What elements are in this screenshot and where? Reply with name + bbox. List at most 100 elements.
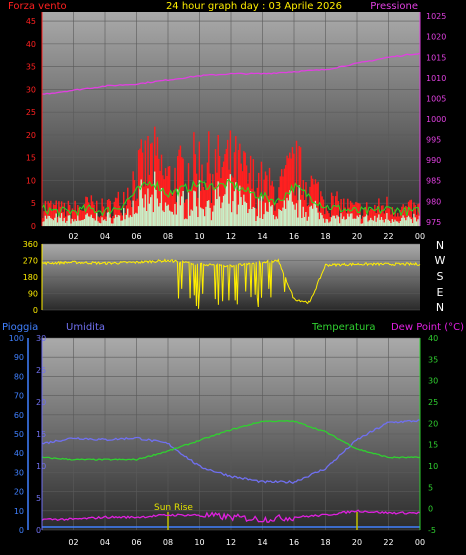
wind-bar-250 bbox=[379, 211, 381, 226]
calm-bar-120 bbox=[204, 216, 206, 226]
top-x-tick-3: 08 bbox=[163, 232, 173, 241]
wind-bar-272 bbox=[409, 200, 411, 226]
wind-bar-65 bbox=[129, 200, 132, 226]
calm-bar-118 bbox=[201, 208, 203, 226]
calm-bar-42 bbox=[98, 222, 101, 226]
top-x-tick-9: 20 bbox=[352, 232, 362, 241]
wind-bar-119 bbox=[202, 186, 205, 226]
calm-bar-255 bbox=[386, 213, 388, 226]
wind-bar-167 bbox=[267, 195, 269, 226]
wind-bar-176 bbox=[279, 176, 282, 226]
wind-bar-58 bbox=[120, 212, 122, 226]
calm-bar-102 bbox=[179, 205, 182, 226]
calm-bar-261 bbox=[394, 219, 396, 226]
calm-bar-44 bbox=[101, 217, 103, 226]
calm-bar-67 bbox=[132, 200, 134, 226]
top-x-tick-6: 14 bbox=[257, 232, 267, 241]
top-left-tick-4: 20 bbox=[26, 131, 36, 140]
calm-bar-229 bbox=[351, 213, 353, 226]
calm-bar-265 bbox=[399, 221, 402, 226]
direction-axes: 0 90 180 270 360 bbox=[23, 240, 43, 315]
calm-bar-211 bbox=[326, 219, 329, 226]
calm-bar-270 bbox=[406, 217, 408, 226]
wind-bar-71 bbox=[137, 150, 140, 226]
wind-bar-267 bbox=[402, 204, 404, 226]
calm-bar-5 bbox=[48, 215, 51, 226]
wind-bar-153 bbox=[248, 172, 250, 226]
wind-bar-241 bbox=[367, 215, 369, 226]
wind-bar-253 bbox=[383, 213, 385, 226]
top-right-tick-5: 1000 bbox=[426, 115, 446, 124]
calm-bar-159 bbox=[256, 216, 259, 226]
wind-bar-96 bbox=[171, 195, 174, 226]
top-left-tick-7: 35 bbox=[26, 63, 36, 72]
calm-bar-271 bbox=[407, 215, 410, 226]
wind-bar-154 bbox=[249, 155, 252, 226]
bot-mid-tick-3: 15 bbox=[36, 430, 46, 439]
calm-bar-14 bbox=[60, 213, 63, 226]
calm-bar-187 bbox=[294, 209, 296, 226]
wind-speed-bars bbox=[42, 126, 421, 226]
dir-tick-3: 270 bbox=[23, 257, 38, 266]
wind-bar-164 bbox=[263, 179, 265, 226]
wind-bar-99 bbox=[175, 202, 178, 226]
calm-bar-112 bbox=[193, 190, 195, 226]
calm-bar-86 bbox=[158, 206, 160, 226]
calm-bar-173 bbox=[275, 216, 277, 226]
calm-bar-122 bbox=[206, 200, 209, 226]
calm-bar-84 bbox=[155, 189, 157, 226]
calm-bar-53 bbox=[113, 218, 115, 226]
bot-x-tick-4: 10 bbox=[194, 538, 204, 547]
wind-bar-23 bbox=[73, 211, 75, 226]
calm-bar-71 bbox=[137, 206, 140, 226]
wind-bar-181 bbox=[286, 155, 288, 226]
calm-bar-57 bbox=[118, 215, 121, 226]
wind-bar-147 bbox=[240, 163, 242, 226]
top-x-tick-5: 12 bbox=[226, 232, 236, 241]
wind-bar-235 bbox=[359, 203, 361, 226]
calm-bar-175 bbox=[278, 208, 280, 226]
calm-bar-81 bbox=[151, 194, 153, 226]
wind-bar-53 bbox=[113, 201, 115, 226]
wind-bar-89 bbox=[162, 175, 164, 226]
calm-bar-174 bbox=[276, 218, 279, 226]
wind-bar-134 bbox=[222, 161, 225, 226]
calm-bar-144 bbox=[236, 214, 238, 226]
calm-bar-235 bbox=[359, 214, 361, 226]
wind-bar-185 bbox=[291, 147, 294, 226]
wind-bar-219 bbox=[337, 201, 340, 226]
wind-bar-121 bbox=[205, 182, 207, 226]
top-x-tick-4: 10 bbox=[194, 232, 204, 241]
calm-bar-140 bbox=[231, 212, 233, 226]
temperature-series-line bbox=[41, 420, 421, 461]
wind-bar-277 bbox=[415, 214, 418, 226]
top-left-tick-0: 0 bbox=[31, 222, 36, 231]
calm-bar-29 bbox=[81, 220, 83, 226]
calm-bar-264 bbox=[398, 223, 400, 226]
wind-bar-18 bbox=[66, 211, 68, 226]
wind-speed-label: Forza vento bbox=[8, 1, 67, 12]
calm-bar-279 bbox=[418, 215, 421, 226]
dew-point-series-line bbox=[41, 509, 421, 523]
calm-bar-80 bbox=[150, 197, 152, 226]
calm-bar-236 bbox=[360, 223, 363, 226]
calm-bar-179 bbox=[283, 200, 286, 226]
wind-bar-233 bbox=[356, 202, 358, 226]
pressure-label: Pressione bbox=[370, 1, 418, 12]
bot-left-tick-0: 0 bbox=[19, 526, 24, 535]
top-right-tick-3: 990 bbox=[426, 156, 441, 165]
calm-bar-27 bbox=[78, 220, 80, 226]
wind-bar-245 bbox=[372, 209, 375, 226]
calm-bar-207 bbox=[321, 215, 323, 226]
wind-bar-183 bbox=[289, 152, 291, 226]
wind-bar-64 bbox=[128, 199, 130, 226]
calm-bar-137 bbox=[226, 178, 229, 226]
bot-left-tick-1: 10 bbox=[14, 507, 24, 516]
bot-right-tick-5: 20 bbox=[428, 419, 438, 428]
bot-mid-tick-0: 0 bbox=[36, 526, 41, 535]
calm-bar-266 bbox=[401, 217, 403, 226]
top-right-tick-8: 1015 bbox=[426, 53, 446, 62]
calm-bar-160 bbox=[258, 198, 260, 226]
wind-bar-6 bbox=[50, 200, 52, 226]
wind-bar-124 bbox=[209, 173, 211, 226]
